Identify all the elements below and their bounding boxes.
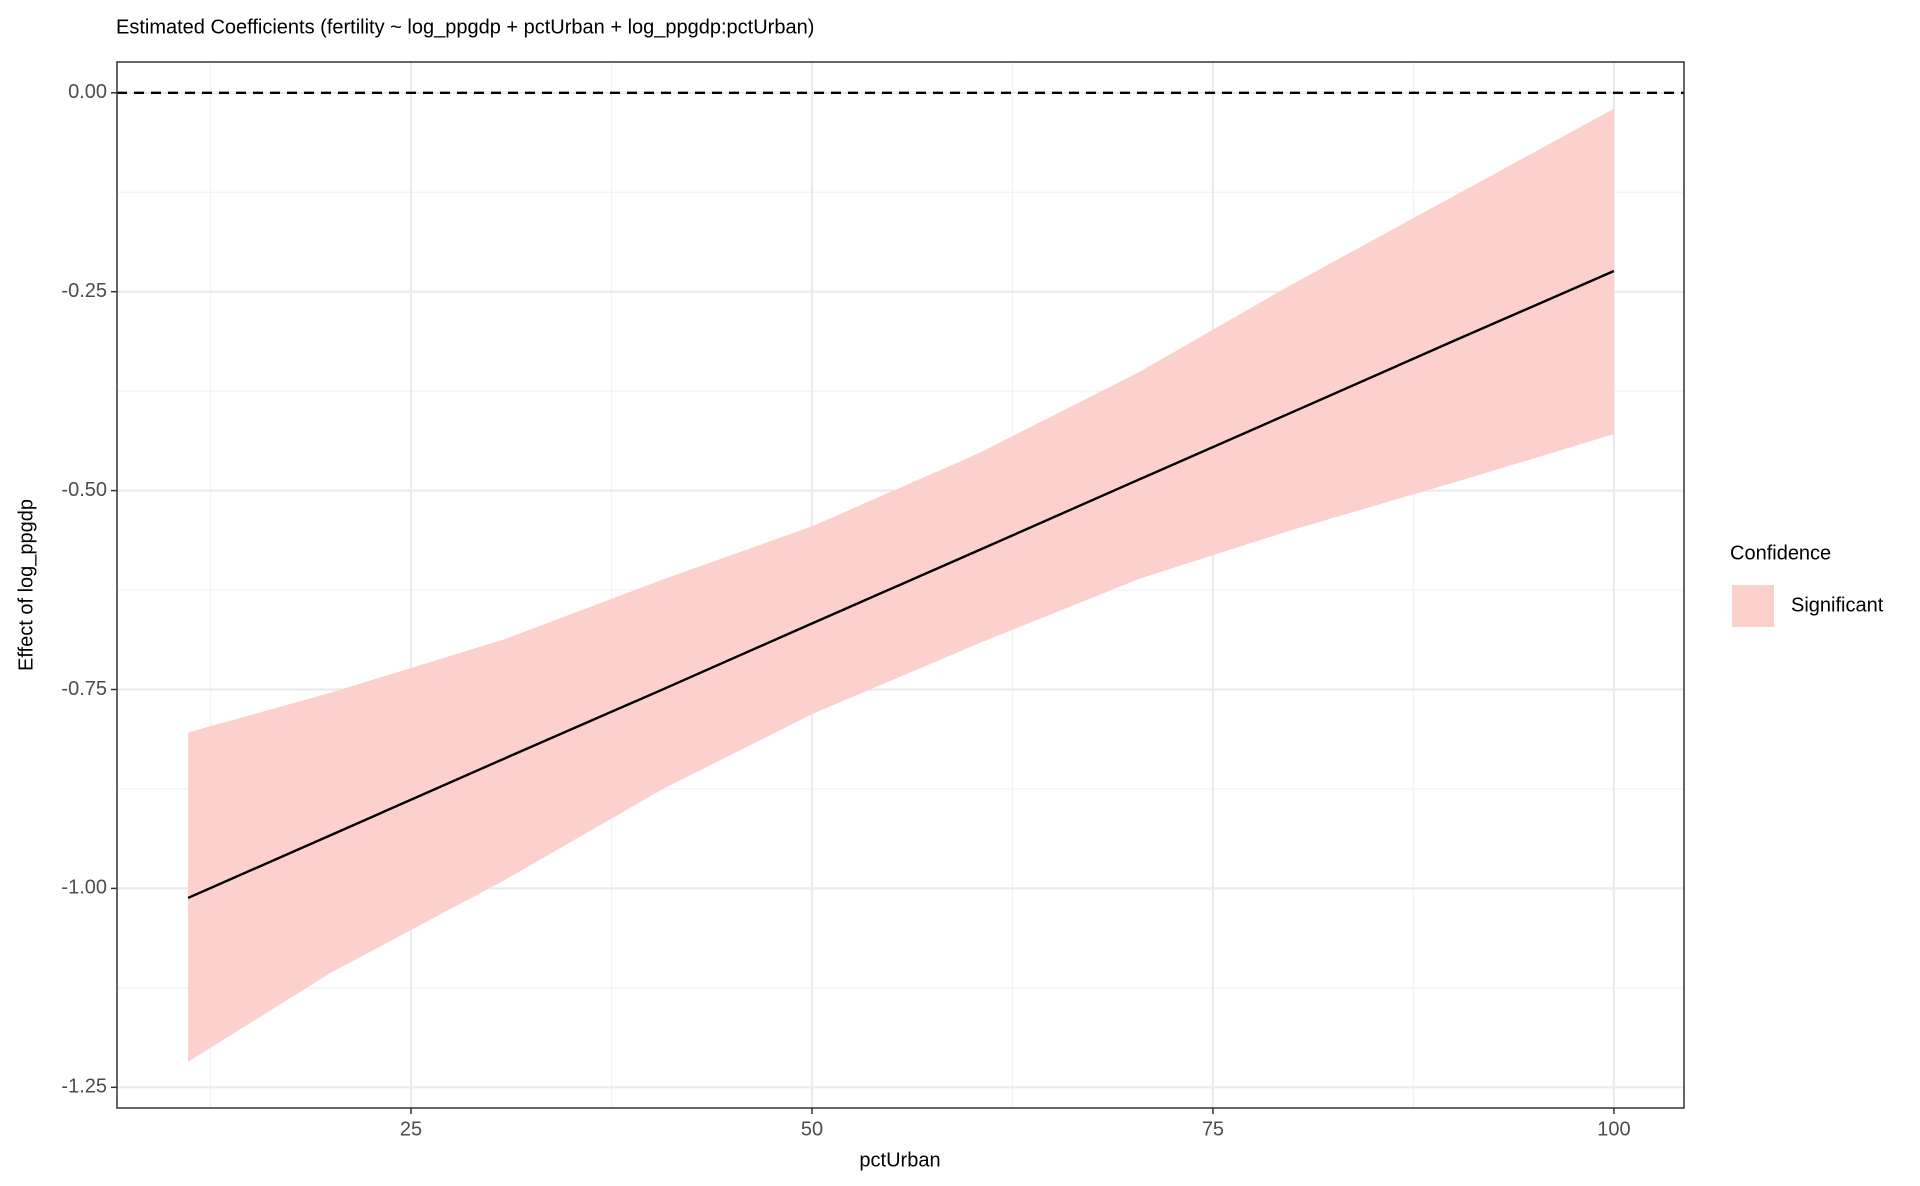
y-tick-label: 0.00	[68, 81, 107, 103]
legend-key	[1732, 585, 1774, 627]
x-tick-label: 25	[400, 1118, 422, 1140]
y-tick-label: -1.25	[61, 1076, 107, 1098]
y-tick-label: -0.50	[61, 479, 107, 501]
x-tick-label: 50	[801, 1118, 823, 1140]
x-tick-label: 75	[1202, 1118, 1224, 1140]
x-axis-title: pctUrban	[859, 1149, 940, 1171]
y-tick-label: -0.75	[61, 678, 107, 700]
y-axis-title: Effect of log_ppgdp	[15, 499, 37, 671]
legend-title: Confidence	[1730, 542, 1831, 564]
y-tick-label: -0.25	[61, 280, 107, 302]
chart-title: Estimated Coefficients (fertility ~ log_…	[116, 16, 814, 38]
x-tick-label: 100	[1597, 1118, 1630, 1140]
estimate-line	[187, 269, 1615, 900]
panel-border	[116, 61, 1685, 1109]
legend-label: Significant	[1791, 594, 1884, 616]
y-tick-label: -1.00	[61, 877, 107, 899]
